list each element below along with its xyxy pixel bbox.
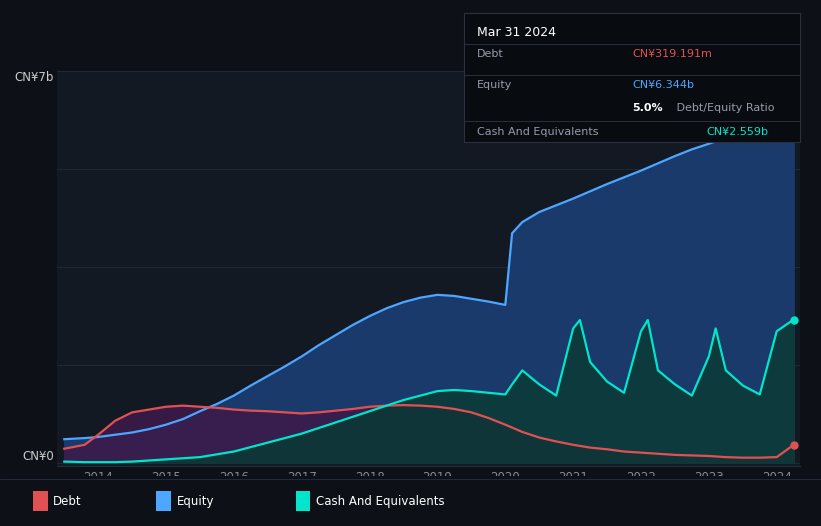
- Text: Mar 31 2024: Mar 31 2024: [477, 26, 557, 39]
- Text: 5.0%: 5.0%: [632, 103, 663, 114]
- Text: CN¥2.559b: CN¥2.559b: [706, 127, 768, 137]
- Text: Debt/Equity Ratio: Debt/Equity Ratio: [672, 103, 774, 114]
- Bar: [33, 491, 48, 511]
- Text: Equity: Equity: [177, 494, 214, 508]
- Text: CN¥319.191m: CN¥319.191m: [632, 49, 712, 59]
- Bar: [296, 491, 310, 511]
- Text: Cash And Equivalents: Cash And Equivalents: [316, 494, 445, 508]
- Text: CN¥0: CN¥0: [22, 450, 53, 463]
- Text: Debt: Debt: [477, 49, 504, 59]
- Bar: [156, 491, 171, 511]
- Text: CN¥7b: CN¥7b: [15, 71, 53, 84]
- Text: Cash And Equivalents: Cash And Equivalents: [477, 127, 599, 137]
- Text: CN¥6.344b: CN¥6.344b: [632, 80, 695, 90]
- Text: Debt: Debt: [53, 494, 82, 508]
- Text: Equity: Equity: [477, 80, 512, 90]
